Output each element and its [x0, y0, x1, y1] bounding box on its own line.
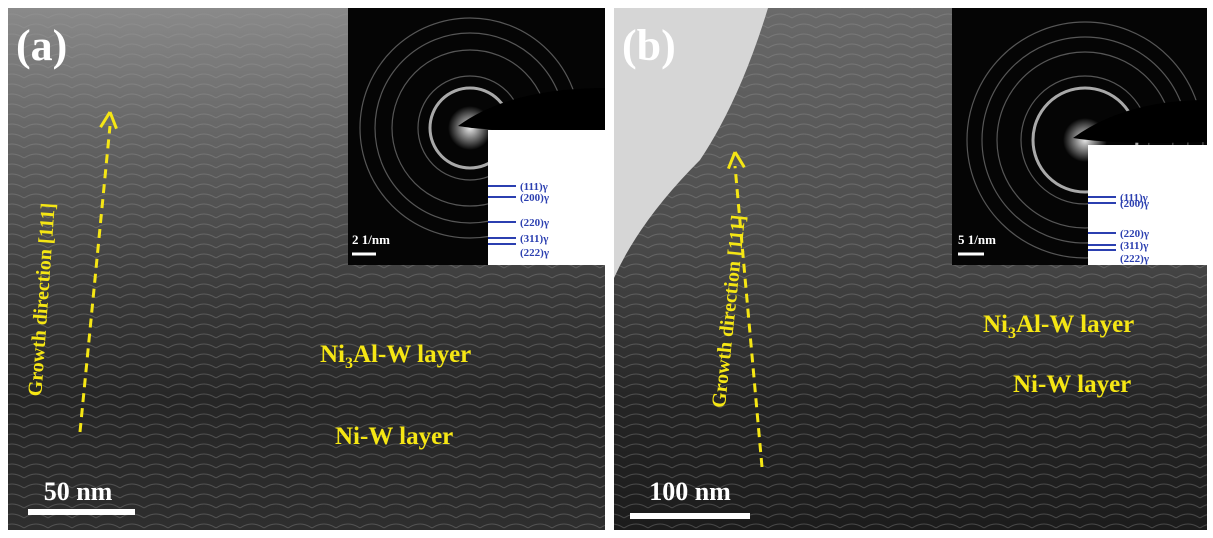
- panel-label: (b): [622, 21, 676, 70]
- layer-subscript: 3: [345, 355, 353, 372]
- upper-layer-label: Ni3Al-W layer: [320, 341, 471, 372]
- reflection-label: (222)γ: [520, 247, 549, 259]
- inset-scale-label: 5 1/nm: [958, 232, 996, 247]
- scale-bar-label: 100 nm: [649, 477, 731, 506]
- reflection-label: (200)γ: [520, 192, 549, 204]
- layer-prefix: Ni: [320, 341, 345, 368]
- layer-suffix: Al-W layer: [353, 341, 471, 368]
- page: {"panels": [ {"label": "(a)", "growth_di…: [0, 0, 1213, 538]
- panel: (111)γ(200)γ(220)γ(311)γ(222)γ2 1/nm(a)G…: [8, 8, 605, 530]
- reflection-label: (311)γ: [1120, 240, 1148, 252]
- upper-layer-label: Ni3Al-W layer: [983, 311, 1134, 342]
- reflection-label: (220)γ: [520, 217, 549, 229]
- reflection-label: (222)γ: [1120, 253, 1149, 265]
- reflection-label: (311)γ: [520, 233, 548, 245]
- layer-prefix: Ni: [983, 311, 1008, 338]
- reflection-label: (200)γ: [1120, 198, 1149, 210]
- inset-scale-label: 2 1/nm: [352, 232, 390, 247]
- lower-layer-label: Ni-W layer: [335, 423, 453, 450]
- reflection-label: (220)γ: [1120, 228, 1149, 240]
- lower-layer-label: Ni-W layer: [1013, 371, 1131, 398]
- scale-bar-label: 50 nm: [44, 477, 113, 506]
- figure: (111)γ(200)γ(220)γ(311)γ(222)γ2 1/nm(a)G…: [0, 0, 1213, 538]
- panel: (111)γ(200)γ(220)γ(311)γ(222)γ5 1/nm(b)G…: [614, 8, 1207, 530]
- layer-suffix: Al-W layer: [1016, 311, 1134, 338]
- panel-label: (a): [16, 21, 67, 70]
- layer-subscript: 3: [1008, 325, 1016, 342]
